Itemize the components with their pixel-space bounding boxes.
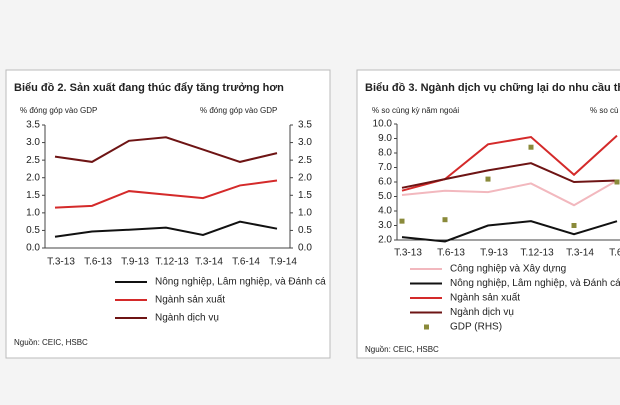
y-tick-label: 3.5	[26, 120, 40, 131]
legend-marker	[424, 324, 429, 330]
y-tick-label: 2.0	[26, 172, 40, 183]
chart-title: Biểu đồ 2. Sản xuất đang thúc đẩy tăng t…	[14, 82, 284, 94]
y-tick-label: 4.0	[378, 206, 392, 217]
y-tick-label: 0.5	[26, 225, 40, 236]
y-tick-label: 3.0	[26, 137, 40, 148]
legend-label: GDP (RHS)	[450, 322, 502, 333]
x-tick-label: T.6-14	[609, 248, 620, 259]
y-tick-label: 10.0	[373, 119, 393, 130]
data-point	[614, 179, 620, 185]
legend-label: Nông nghiệp, Lâm nghiệp, và Đánh cá	[450, 278, 620, 289]
x-tick-label: T.12-13	[520, 248, 554, 259]
data-point	[485, 176, 491, 182]
legend-label: Ngành dịch vụ	[450, 307, 514, 318]
y-tick-label: 6.0	[378, 177, 392, 188]
y2-tick-label: 3.0	[298, 137, 312, 148]
series-line	[401, 220, 618, 243]
data-point	[442, 217, 448, 223]
panel	[5, 69, 331, 359]
x-tick-label: T.3-14	[566, 248, 594, 259]
x-tick-label: T.6-13	[84, 257, 112, 268]
source: Nguồn: CEIC, HSBC	[365, 345, 439, 354]
panel	[356, 69, 620, 359]
x-tick-label: T.3-14	[195, 257, 223, 268]
series-line	[401, 179, 618, 207]
y-tick-label: 2.5	[26, 155, 40, 166]
x-tick-label: T.9-13	[121, 257, 149, 268]
data-point	[571, 223, 577, 228]
x-tick-label: T.6-14	[232, 257, 260, 268]
series-line	[54, 136, 278, 163]
y-tick-label: 1.5	[26, 190, 40, 201]
legend-label: Công nghiệp và Xây dựng	[450, 264, 566, 275]
data-point	[399, 218, 405, 224]
source: Nguồn: CEIC, HSBC	[14, 338, 88, 347]
y2-tick-label: 0.5	[298, 225, 312, 236]
legend-label: Ngành dịch vụ	[155, 313, 219, 324]
y2-tick-label: 1.5	[298, 190, 312, 201]
y-tick-label: 9.0	[378, 133, 392, 144]
y-tick-label: 2.0	[378, 235, 392, 246]
data-point	[528, 144, 534, 150]
legend-label: Ngành sản xuất	[450, 292, 520, 304]
y-tick-label: 7.0	[378, 162, 392, 173]
y-axis-label: % đóng góp vào GDP	[20, 106, 97, 115]
series-line	[401, 162, 618, 189]
x-tick-label: T.9-14	[269, 257, 297, 268]
y-tick-label: 5.0	[378, 191, 392, 202]
series-line	[54, 179, 278, 209]
y2-axis-label: % đóng góp vào GDP	[200, 106, 277, 115]
y2-tick-label: 2.0	[298, 172, 312, 183]
chart-title: Biểu đồ 3. Ngành dịch vụ chững lại do nh…	[365, 82, 620, 94]
y2-axis-label: % so cù	[590, 106, 618, 115]
y-tick-label: 3.0	[378, 220, 392, 231]
y2-tick-label: 2.5	[298, 155, 312, 166]
series-line	[54, 220, 278, 238]
y-tick-label: 1.0	[26, 207, 40, 218]
y-tick-label: 8.0	[378, 148, 392, 159]
chart: Biểu đồ 3. Ngành dịch vụ chững lại do nh…	[365, 82, 620, 354]
x-tick-label: T.6-13	[437, 248, 465, 259]
y-tick-label: 0.0	[26, 243, 40, 254]
legend-label: Nông nghiệp, Lâm nghiệp, và Đánh cá	[155, 277, 326, 288]
chart: Biểu đồ 2. Sản xuất đang thúc đẩy tăng t…	[14, 82, 326, 347]
x-tick-label: T.3-13	[47, 257, 75, 268]
y-axis-label: % so cùng kỳ năm ngoái	[372, 106, 459, 115]
legend-label: Ngành sản xuất	[155, 294, 225, 306]
y2-tick-label: 3.5	[298, 120, 312, 131]
y2-tick-label: 0.0	[298, 243, 312, 254]
y2-tick-label: 1.0	[298, 207, 312, 218]
x-tick-label: T.12-13	[155, 257, 189, 268]
x-tick-label: T.3-13	[394, 248, 422, 259]
x-tick-label: T.9-13	[480, 248, 508, 259]
